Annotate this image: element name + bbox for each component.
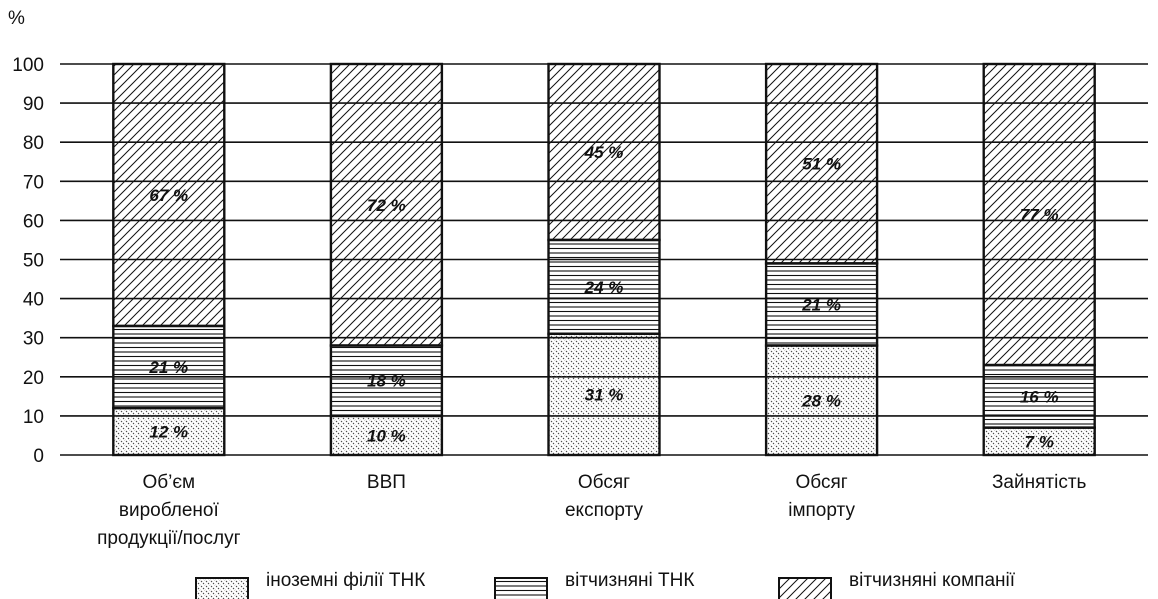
x-axis-category-labels: Об’єм виробленої продукції/послуг ВВП Обсяг е… xyxy=(97,472,1086,549)
bar-segment-2-2 xyxy=(547,62,661,242)
y-tick-label-80: 80 xyxy=(23,133,44,154)
legend-swatch-0 xyxy=(195,577,249,599)
y-tick-label-70: 70 xyxy=(23,172,44,193)
bar-stack-2: 31 % 24 % 45 % xyxy=(547,62,661,457)
bar-segment-4-2 xyxy=(982,62,1096,367)
legend-label-1: вітчизняні ТНК xyxy=(565,570,694,591)
y-tick-label-10: 10 xyxy=(23,407,44,428)
legend-item-1: вітчизняні ТНК xyxy=(494,570,694,599)
legend-label-2: вітчизняні компанії xyxy=(849,570,1016,591)
data-label-1-1: 18 % xyxy=(367,372,406,391)
legend-item-2: вітчизняні компанії xyxy=(778,570,1016,599)
category-label-4-line-0: Зайнятість xyxy=(992,472,1087,493)
y-tick-label-50: 50 xyxy=(23,251,44,272)
bar-segment-4-0 xyxy=(982,426,1096,457)
data-label-2-0: 31 % xyxy=(585,385,624,404)
bar-segment-3-0 xyxy=(764,344,879,457)
bar-segment-3-2 xyxy=(764,62,879,265)
data-label-4-2: 77 % xyxy=(1020,206,1059,225)
legend-item-0: іноземні філії ТНК xyxy=(195,570,425,599)
category-label-2-line-0: Обсяг xyxy=(578,472,630,493)
y-axis-unit-label: % xyxy=(8,8,25,29)
legend-swatch-2 xyxy=(778,577,832,599)
bar-segment-0-2 xyxy=(112,62,226,328)
category-label-3-line-0: Обсяг xyxy=(796,472,848,493)
bar-stack-0: 12 % 21 % 67 % xyxy=(112,62,226,457)
category-label-3-line-1: імпорту xyxy=(788,500,855,521)
bar-segment-0-0 xyxy=(112,406,226,457)
y-tick-label-40: 40 xyxy=(23,290,44,311)
legend: іноземні філії ТНК вітчизняні ТНК вітчизня… xyxy=(195,570,1016,599)
data-label-3-2: 51 % xyxy=(802,155,841,174)
category-label-1-line-0: ВВП xyxy=(367,472,406,493)
data-label-3-0: 28 % xyxy=(801,391,841,410)
bar-segment-2-1 xyxy=(547,238,661,335)
bar-stack-3: 28 % 21 % 51 % xyxy=(764,62,879,457)
y-tick-label-30: 30 xyxy=(23,329,44,350)
bars: 12 % 21 % 67 % 10 % 18 % 72 % 31 % 24 % 45 % 28 %… xyxy=(112,62,1096,457)
bar-segment-1-2 xyxy=(329,62,444,347)
bar-stack-4: 7 % 16 % 77 % xyxy=(982,62,1096,457)
y-tick-label-0: 0 xyxy=(33,446,44,467)
data-label-2-2: 45 % xyxy=(584,143,624,162)
y-tick-label-100: 100 xyxy=(12,55,44,76)
data-label-2-1: 24 % xyxy=(584,278,624,297)
y-axis-tick-labels: 0 10 20 30 40 50 60 70 80 90 100 xyxy=(12,55,44,467)
y-tick-label-90: 90 xyxy=(23,94,44,115)
bar-segment-3-1 xyxy=(764,262,879,347)
data-label-1-2: 72 % xyxy=(367,196,406,215)
legend-label-0: іноземні філії ТНК xyxy=(266,570,425,591)
category-label-0-line-1: виробленої xyxy=(119,500,220,521)
category-label-0-line-0: Об’єм xyxy=(142,472,195,493)
category-label-2-line-1: експорту xyxy=(565,500,644,521)
data-label-0-2: 67 % xyxy=(149,186,188,205)
y-tick-label-60: 60 xyxy=(23,211,44,232)
data-label-3-1: 21 % xyxy=(801,295,841,314)
bar-stack-1: 10 % 18 % 72 % xyxy=(329,62,444,457)
data-label-0-1: 21 % xyxy=(148,358,188,377)
category-label-0-line-2: продукції/послуг xyxy=(97,528,241,549)
data-label-0-0: 12 % xyxy=(149,423,188,442)
bar-segment-1-0 xyxy=(329,414,444,457)
bar-segment-2-0 xyxy=(547,332,661,457)
legend-swatch-1 xyxy=(494,577,548,599)
bar-segment-4-1 xyxy=(982,363,1096,429)
bar-segment-0-1 xyxy=(112,324,226,410)
data-label-4-1: 16 % xyxy=(1020,387,1059,406)
data-label-4-0: 7 % xyxy=(1025,432,1054,451)
data-label-1-0: 10 % xyxy=(367,426,406,445)
y-tick-label-20: 20 xyxy=(23,368,44,389)
